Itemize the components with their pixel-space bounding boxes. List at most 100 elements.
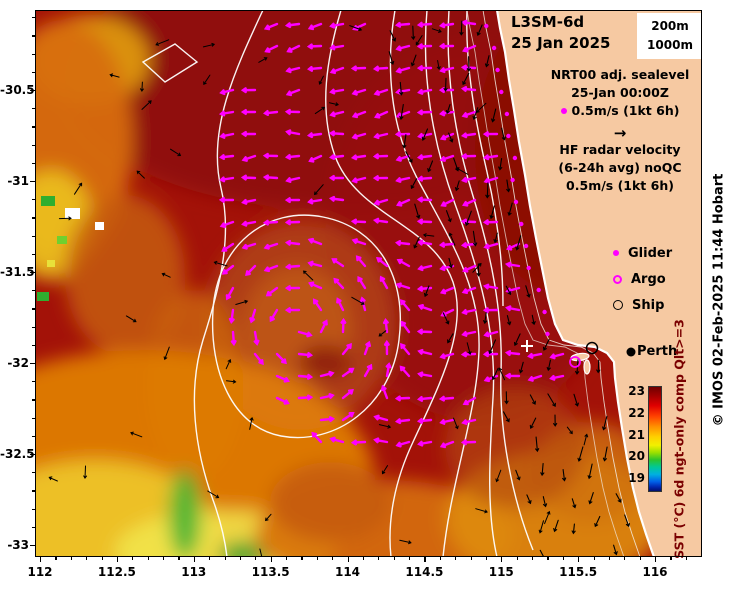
- contour-line: [193, 10, 264, 557]
- product-date: 25 Jan 2025: [511, 34, 611, 52]
- sealevel-velocity-arrow: [297, 373, 314, 380]
- hf-radar-velocity-arrow: [540, 463, 545, 477]
- hf-radar-velocity-arrow: [515, 235, 522, 251]
- velocity-arrow: [163, 346, 170, 361]
- sealevel-velocity-arrow: [308, 281, 323, 290]
- hf-scale-arrow-icon: →: [613, 124, 627, 142]
- sealevel-velocity-arrow: [462, 396, 477, 406]
- y-axis-tick-label: -31.5: [0, 265, 35, 279]
- sealevel-velocity-arrow: [329, 436, 345, 444]
- sealevel-velocity-arrow: [350, 439, 367, 446]
- sealevel-velocity-arrow: [439, 352, 455, 360]
- sealevel-velocity-arrow: [262, 174, 279, 181]
- sealevel-velocity-arrow: [351, 88, 367, 96]
- hf-radar-velocity-arrow: [529, 417, 537, 429]
- sealevel-scale-label: 0.5m/s (1kt 6h): [571, 103, 680, 118]
- velocity-arrow: [436, 60, 441, 70]
- hf-radar-velocity-arrow: [445, 104, 451, 115]
- sealevel-velocity-arrow: [417, 88, 433, 95]
- sealevel-velocity-arrow: [297, 394, 314, 401]
- sealevel-velocity-arrow: [483, 242, 499, 250]
- hf-radar-velocity-arrow: [402, 134, 407, 149]
- hf-radar-velocity-arrow: [399, 104, 404, 121]
- sealevel-velocity-arrow: [483, 374, 499, 383]
- hf-radar-velocity-arrow: [484, 55, 490, 68]
- sealevel-velocity-arrow: [395, 440, 411, 448]
- colorbar-gradient-bar: [648, 386, 662, 492]
- x-axis-minor-tick: [547, 557, 549, 560]
- sealevel-velocity-arrow: [284, 197, 301, 204]
- sealevel-velocity-arrow: [395, 176, 411, 183]
- sealevel-velocity-arrow: [329, 88, 345, 95]
- sealevel-hf-legend: NRT00 adj. sealevel 25-Jan 00:00Z 0.5m/s…: [535, 66, 705, 195]
- hf-radar-velocity-arrow: [399, 81, 404, 96]
- contour-line: [325, 10, 458, 557]
- hf-radar-velocity-arrow: [588, 492, 594, 505]
- ship-legend-label: Ship: [632, 297, 665, 313]
- ship-marker: [585, 341, 599, 355]
- hf-radar-velocity-arrow: [423, 285, 430, 298]
- velocity-arrow: [226, 379, 237, 384]
- hf-radar-velocity-arrow: [427, 160, 434, 173]
- y-axis-tick-mark: [30, 272, 35, 274]
- contour-eddy-oval: [211, 214, 401, 439]
- sealevel-velocity-arrow: [284, 285, 301, 292]
- x-axis-minor-tick: [209, 557, 211, 560]
- sealevel-velocity-arrow: [395, 240, 411, 246]
- glider-track-dot: [523, 243, 529, 249]
- glider-track-dot: [513, 199, 519, 205]
- sealevel-velocity-arrow: [394, 21, 411, 28]
- x-axis-tick-label: 113: [181, 565, 207, 579]
- sealevel-velocity-arrow: [416, 21, 433, 28]
- sealevel-velocity-arrow: [417, 264, 433, 272]
- sealevel-velocity-arrow: [527, 374, 543, 382]
- hf-radar-velocity-arrow: [491, 367, 499, 381]
- velocity-arrow: [136, 170, 145, 179]
- sealevel-velocity-arrow: [374, 110, 389, 119]
- velocity-arrow: [259, 548, 263, 557]
- sealevel-velocity-arrow: [351, 176, 367, 184]
- y-axis-tick-mark: [30, 363, 35, 365]
- hf-radar-velocity-arrow: [501, 127, 506, 141]
- sealevel-velocity-arrow: [482, 219, 499, 226]
- sealevel-velocity-arrow: [385, 362, 392, 378]
- coastline: [495, 10, 656, 557]
- perth-city-dot: [626, 347, 636, 357]
- hf-radar-velocity-arrow: [571, 498, 577, 509]
- velocity-arrow: [455, 167, 469, 175]
- sealevel-velocity-arrow: [399, 365, 411, 378]
- sealevel-velocity-arrow: [275, 352, 287, 365]
- x-axis-minor-tick: [362, 557, 365, 560]
- x-axis-minor-tick: [255, 557, 257, 560]
- y-axis-minor-tick: [32, 253, 35, 255]
- sealevel-velocity-arrow: [297, 330, 313, 338]
- sealevel-velocity-arrow: [263, 22, 279, 31]
- hf-radar-velocity-arrow: [553, 414, 558, 427]
- hf-radar-velocity-arrow: [587, 463, 593, 480]
- sealevel-velocity-arrow: [240, 109, 257, 115]
- sealevel-velocity-arrow: [416, 43, 433, 50]
- velocity-arrow: [472, 262, 482, 273]
- x-axis-minor-tick: [485, 557, 488, 560]
- velocity-arrow: [58, 216, 72, 221]
- hf-radar-velocity-arrow: [547, 393, 556, 407]
- sealevel-velocity-arrow: [285, 129, 301, 136]
- sealevel-velocity-arrow: [395, 44, 411, 52]
- sealevel-velocity-arrow: [504, 350, 521, 356]
- sealevel-velocity-arrow: [373, 437, 389, 444]
- hf-radar-velocity-arrow: [462, 72, 470, 86]
- sealevel-velocity-arrow: [416, 328, 433, 335]
- x-axis-minor-tick: [147, 557, 149, 560]
- sealevel-velocity-arrow: [372, 153, 389, 160]
- velocity-arrow: [83, 465, 88, 479]
- x-axis-minor-tick: [393, 557, 395, 560]
- y-axis-minor-tick: [32, 308, 35, 310]
- hf-radar-velocity-arrow: [615, 493, 622, 503]
- sealevel-velocity-arrow: [416, 65, 433, 72]
- sealevel-velocity-arrow: [379, 275, 389, 290]
- sealevel-velocity-arrow: [461, 308, 477, 315]
- velocity-arrow: [466, 342, 472, 355]
- x-axis-tick-mark: [655, 557, 657, 562]
- sealevel-velocity-arrow: [416, 196, 433, 203]
- colorbar-tick-label: 23: [628, 384, 645, 398]
